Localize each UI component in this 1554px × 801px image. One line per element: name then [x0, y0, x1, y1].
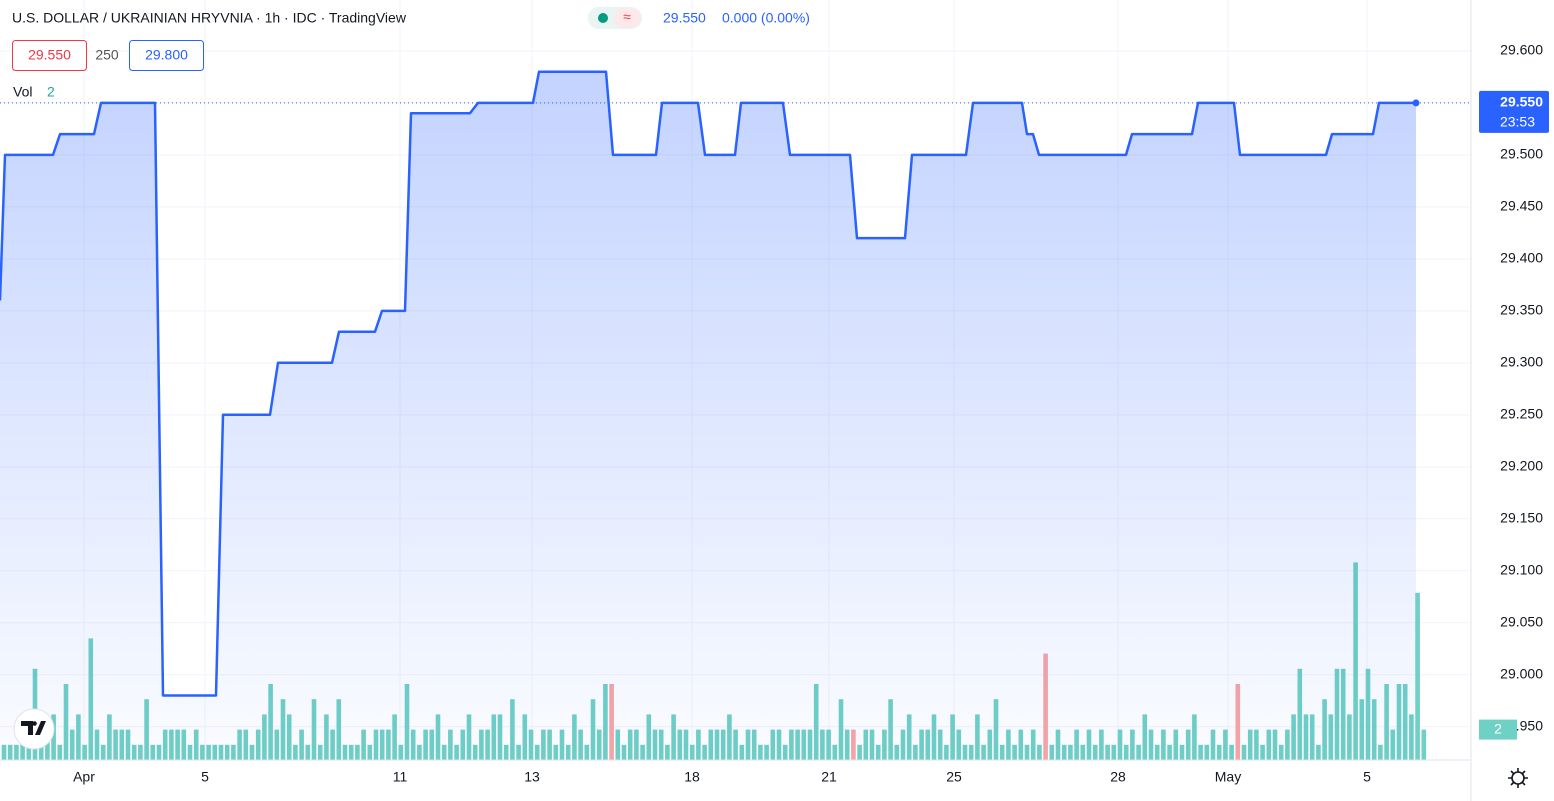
x-tick-label: 18 [684, 769, 700, 785]
countdown: 23:53 [1500, 114, 1535, 130]
y-tick-label: 29.100 [1500, 561, 1543, 577]
x-tick-label: 11 [393, 769, 408, 785]
delay-icon: ≈ [623, 9, 631, 25]
volume-bar [1421, 729, 1427, 760]
y-tick-label: 29.150 [1500, 509, 1543, 525]
y-tick-label: 29.400 [1500, 250, 1543, 266]
y-tick-label: 29.200 [1500, 458, 1543, 474]
volume-badge-label: 2 [1494, 720, 1502, 736]
x-tick-label: 5 [1363, 769, 1371, 785]
volume-value: 2 [47, 84, 55, 100]
y-tick-label: 29.500 [1500, 146, 1543, 162]
symbol-title: U.S. DOLLAR / UKRAINIAN HRYVNIA · 1h · I… [12, 10, 407, 26]
last-price-badge-label: 29.550 [1500, 94, 1543, 110]
settings-icon[interactable] [1508, 768, 1528, 788]
last-price: 29.550 [663, 10, 706, 26]
volume-bar [1415, 592, 1420, 760]
volume-label: Vol [13, 84, 32, 100]
x-tick-label: Apr [73, 769, 95, 785]
y-tick-label: 29.350 [1500, 302, 1543, 318]
y-tick-label: 29.450 [1500, 198, 1543, 214]
logo[interactable] [21, 721, 46, 735]
delay-pill [614, 8, 641, 28]
y-tick-label: 29.250 [1500, 406, 1543, 422]
axes: 28.95029.00029.05029.10029.15029.20029.2… [73, 42, 1549, 785]
y-tick-label: 29.600 [1500, 42, 1543, 58]
bid-price[interactable]: 29.550 [28, 47, 71, 63]
price-line [0, 70, 1416, 697]
logo-dot [32, 721, 37, 726]
gear-teeth [1508, 768, 1528, 788]
logo-bg[interactable] [13, 708, 55, 750]
bid-box[interactable] [12, 40, 87, 71]
x-tick-label: May [1215, 769, 1241, 785]
market-status-dot [598, 13, 608, 23]
y-tick-label: 29.000 [1500, 665, 1543, 681]
x-tick-label: 25 [946, 769, 962, 785]
last-price-badge [1479, 90, 1549, 133]
last-price-dot [1412, 99, 1420, 107]
x-tick-label: 28 [1110, 769, 1126, 785]
price-change: 0.000 (0.00%) [722, 10, 810, 26]
volume-badge [1479, 719, 1517, 740]
ask-box[interactable] [129, 40, 204, 71]
spread: 250 [95, 47, 119, 63]
x-tick-label: 5 [201, 769, 209, 785]
y-tick-label: 29.050 [1500, 613, 1543, 629]
x-tick-label: 13 [524, 769, 540, 785]
y-tick-label: 29.300 [1500, 354, 1543, 370]
x-tick-label: 21 [821, 769, 837, 785]
ask-price[interactable]: 29.800 [145, 47, 188, 63]
price-layer [0, 70, 1471, 760]
price-area [0, 71, 1416, 760]
